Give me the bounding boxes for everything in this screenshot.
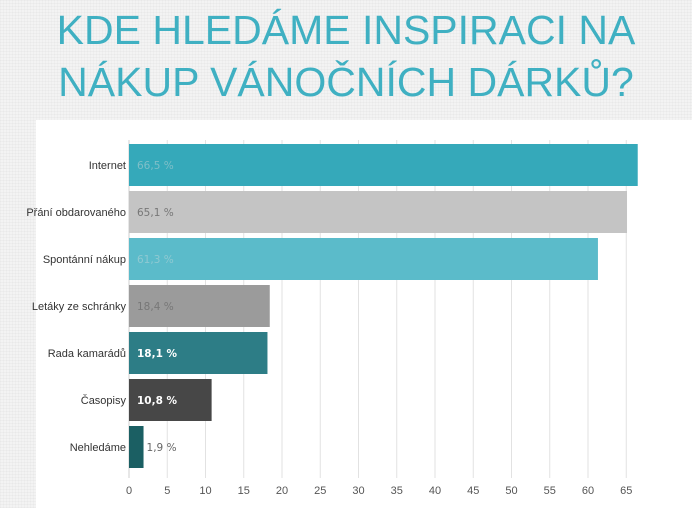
x-tick-label: 15 xyxy=(238,485,250,497)
x-tick-label: 10 xyxy=(199,485,211,497)
x-tick-label: 45 xyxy=(467,485,479,497)
data-label: 10,8 % xyxy=(137,395,178,407)
data-label: 65,1 % xyxy=(137,207,174,219)
data-label: 18,4 % xyxy=(137,301,174,313)
bar xyxy=(129,379,212,421)
chart-title-line-1: KDE HLEDÁME INSPIRACI NA xyxy=(56,7,636,53)
x-tick-label: 40 xyxy=(429,485,441,497)
x-tick-label: 55 xyxy=(544,485,556,497)
x-tick-label: 35 xyxy=(391,485,403,497)
chart-title: KDE HLEDÁME INSPIRACI NA NÁKUP VÁNOČNÍCH… xyxy=(0,0,692,108)
category-label: Přání obdarovaného xyxy=(26,207,126,219)
category-label: Spontánní nákup xyxy=(43,254,126,266)
bar xyxy=(129,426,144,468)
bar xyxy=(129,144,638,186)
category-label: Rada kamarádů xyxy=(48,348,126,360)
bar xyxy=(129,332,268,374)
bar xyxy=(129,191,628,233)
data-label: 66,5 % xyxy=(137,160,174,172)
x-tick-label: 25 xyxy=(314,485,326,497)
chart-title-line-2: NÁKUP VÁNOČNÍCH DÁRKŮ? xyxy=(58,59,634,105)
category-label: Letáky ze schránky xyxy=(32,301,127,313)
x-tick-label: 0 xyxy=(126,485,132,497)
x-tick-label: 5 xyxy=(164,485,170,497)
bar xyxy=(129,238,598,280)
x-tick-label: 30 xyxy=(352,485,364,497)
x-tick-label: 60 xyxy=(582,485,594,497)
category-label: Nehledáme xyxy=(70,442,126,454)
x-tick-label: 20 xyxy=(276,485,288,497)
category-label: Časopisy xyxy=(81,394,127,407)
bar xyxy=(129,285,270,327)
data-label: 61,3 % xyxy=(137,254,174,266)
x-tick-label: 50 xyxy=(505,485,517,497)
data-label: 1,9 % xyxy=(147,442,177,454)
category-label: Internet xyxy=(89,160,126,172)
x-tick-label: 65 xyxy=(620,485,632,497)
data-label: 18,1 % xyxy=(137,348,178,360)
